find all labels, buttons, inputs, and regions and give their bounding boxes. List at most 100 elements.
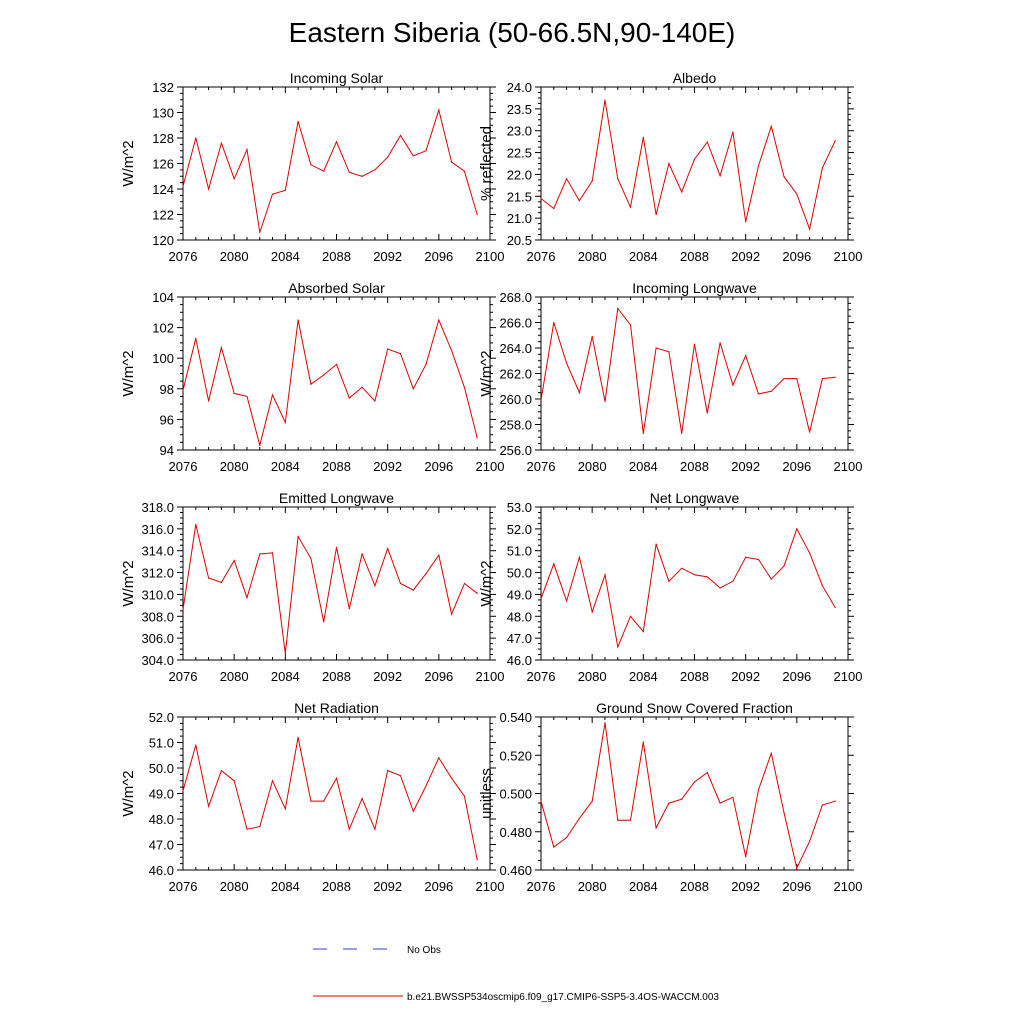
y-tick-label: 94 (160, 443, 174, 458)
y-tick-label: 306.0 (141, 631, 174, 646)
y-tick-label: 49.0 (507, 587, 532, 602)
y-tick-label: 0.460 (499, 863, 532, 878)
data-point (591, 611, 593, 613)
x-tick-label: 2100 (476, 669, 505, 684)
data-point (745, 221, 747, 223)
data-point (834, 800, 836, 802)
y-tick-label: 304.0 (141, 653, 174, 668)
data-point (796, 378, 798, 380)
y-tick-label: 308.0 (141, 609, 174, 624)
y-tick-label: 0.520 (499, 748, 532, 763)
data-point (770, 752, 772, 754)
x-tick-label: 2088 (680, 249, 709, 264)
x-tick-label: 2092 (373, 669, 402, 684)
x-tick-label: 2084 (271, 669, 300, 684)
data-point (399, 353, 402, 355)
data-point (259, 444, 261, 447)
data-point (310, 164, 312, 166)
x-tick-label: 2096 (424, 249, 453, 264)
y-tick-label: 120 (152, 233, 174, 248)
data-point (783, 565, 785, 567)
data-point (745, 856, 747, 858)
panel-incoming-solar: Incoming Solar W/m^2 2076 2080 2084 2088 2092 2… (120, 70, 504, 264)
panel-title: Net Longwave (650, 490, 740, 506)
data-point (387, 547, 389, 550)
data-point (745, 355, 747, 357)
data-point (425, 785, 427, 787)
data-point (323, 374, 325, 376)
data-point (770, 390, 772, 392)
data-point (220, 346, 222, 349)
data-point (693, 343, 696, 345)
y-tick-label: 102 (152, 321, 174, 336)
panel-albedo: Albedo % reflected 2076 2080 2084 2088 2092 209… (478, 70, 862, 264)
data-point (284, 189, 286, 191)
data-point (834, 606, 836, 609)
x-tick-label: 2080 (578, 669, 607, 684)
data-point (451, 777, 453, 779)
y-tick-label: 310.0 (141, 587, 174, 602)
x-tick-label: 2084 (629, 459, 658, 474)
data-point (246, 597, 248, 599)
data-point (207, 188, 210, 190)
y-tick-label: 21.0 (507, 211, 532, 226)
data-point (732, 580, 734, 582)
panel-absorbed-solar: Absorbed Solar W/m^2 2076 2080 2084 2088 2092 2… (120, 280, 504, 474)
data-point (284, 808, 286, 810)
y-tick-label: 264.0 (499, 341, 532, 356)
data-point (617, 307, 619, 310)
legend-label-model: b.e21.BWSSP534oscmip6.f09_g17.CMIP6-SSP5… (407, 992, 719, 1003)
data-point (463, 582, 466, 585)
data-point (284, 421, 286, 424)
x-tick-label: 2088 (322, 249, 351, 264)
x-tick-label: 2092 (731, 669, 760, 684)
data-point (297, 736, 299, 739)
data-point (182, 185, 184, 188)
data-point (706, 771, 708, 774)
data-point (783, 378, 785, 380)
x-tick-label: 2084 (629, 669, 658, 684)
data-point (565, 836, 568, 839)
data-point (719, 175, 721, 177)
panel-frame (182, 506, 491, 661)
x-tick-label: 2092 (373, 459, 402, 474)
data-point (809, 840, 811, 842)
y-tick-label: 49.0 (149, 787, 174, 802)
y-tick-label: 46.0 (507, 653, 532, 668)
x-tick-label: 2088 (322, 669, 351, 684)
data-point (195, 137, 197, 139)
y-tick-label: 130 (152, 106, 174, 121)
data-point (642, 630, 644, 633)
data-point (374, 400, 376, 402)
y-tick-label: 126 (152, 157, 174, 172)
data-point (591, 180, 593, 182)
data-point (438, 554, 440, 556)
data-point (310, 800, 312, 802)
x-tick-label: 2100 (834, 459, 863, 474)
data-point (809, 228, 811, 230)
x-tick-label: 2088 (680, 669, 709, 684)
data-point (629, 819, 632, 821)
x-tick-label: 2092 (373, 879, 402, 894)
data-point (233, 780, 235, 782)
y-axis-label: W/m^2 (120, 560, 137, 606)
data-point (693, 574, 696, 576)
data-point (540, 800, 542, 802)
data-point (821, 167, 824, 169)
x-tick-label: 2080 (578, 879, 607, 894)
y-tick-label: 22.5 (507, 146, 532, 161)
data-point (348, 608, 350, 610)
data-point (323, 621, 325, 623)
x-tick-label: 2080 (578, 459, 607, 474)
x-tick-label: 2084 (271, 249, 300, 264)
x-tick-label: 2080 (220, 669, 249, 684)
data-point (681, 432, 683, 435)
data-point (259, 553, 261, 555)
data-point (796, 528, 798, 530)
data-point (693, 158, 696, 160)
data-point (425, 363, 427, 365)
data-point (271, 780, 274, 782)
data-point (195, 744, 197, 746)
data-point (399, 582, 402, 585)
x-tick-label: 2100 (834, 249, 863, 264)
